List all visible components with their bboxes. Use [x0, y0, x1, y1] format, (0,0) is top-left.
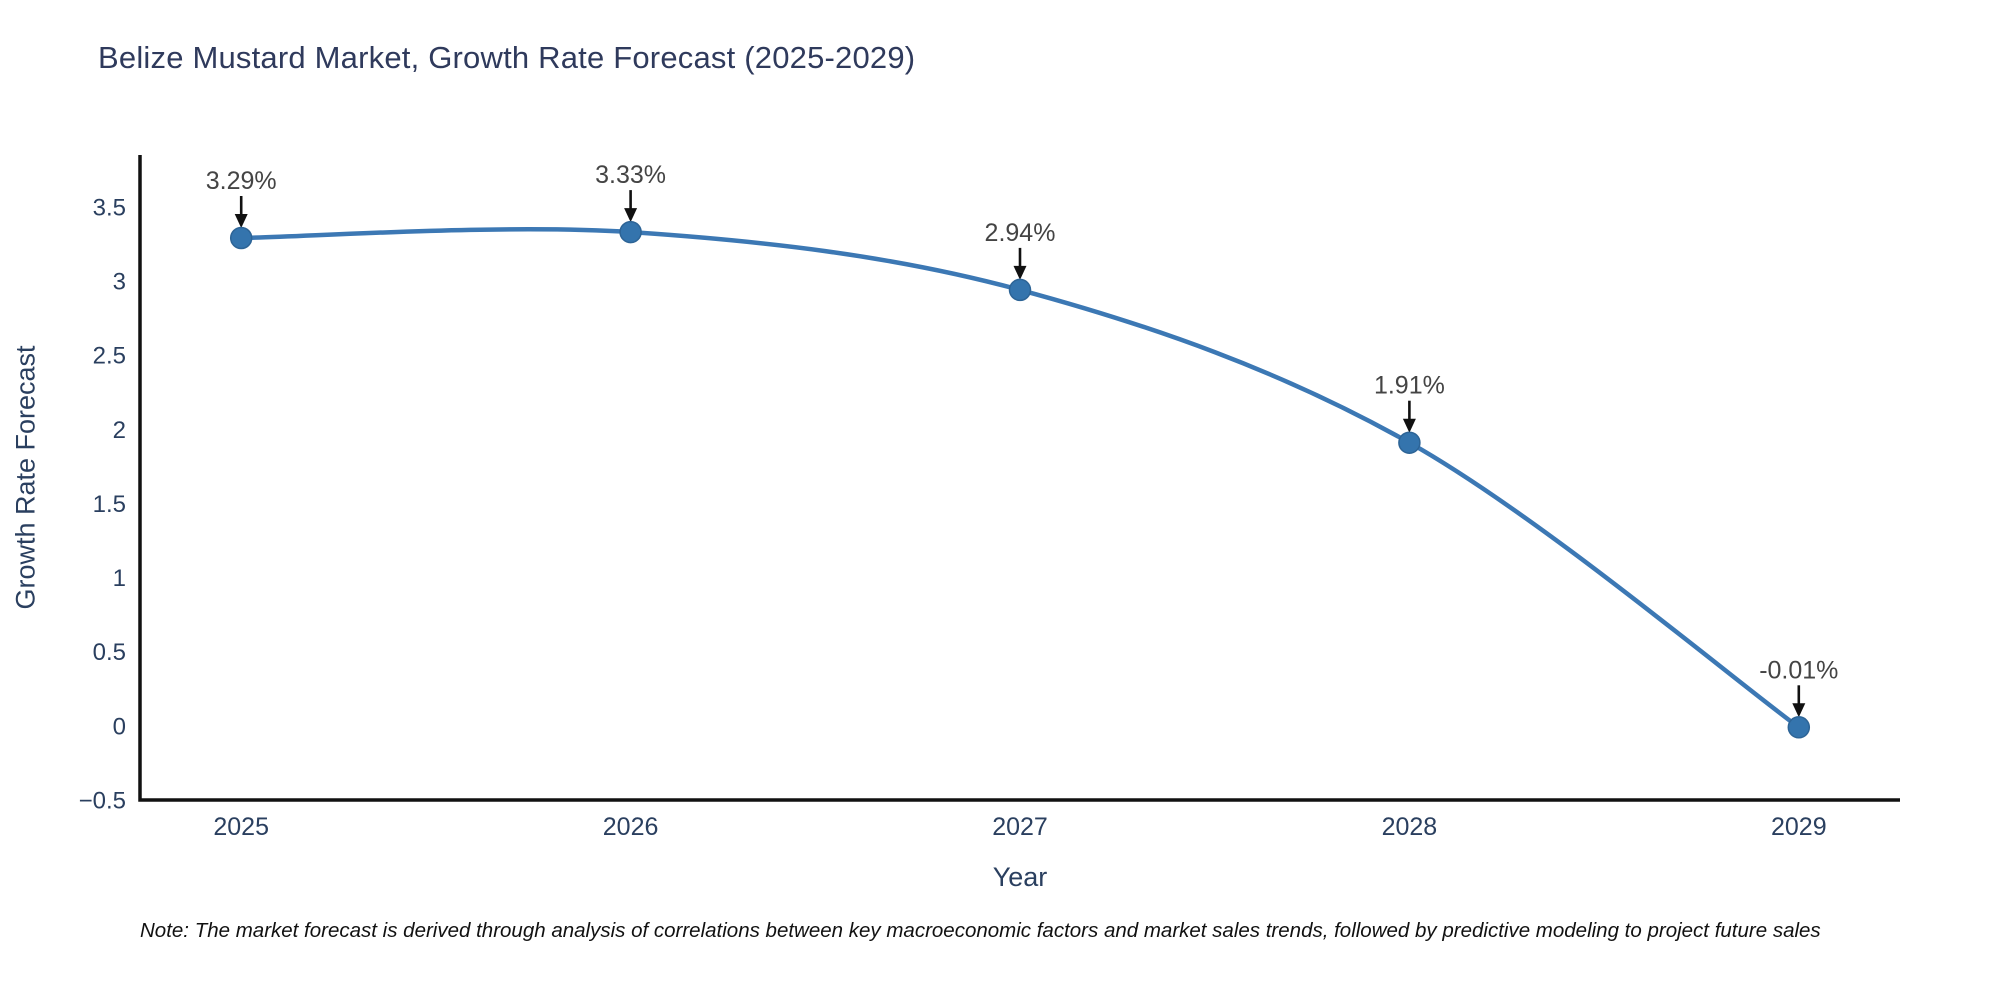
y-tick-label: 2 [113, 417, 126, 444]
point-label: 2.94% [985, 219, 1056, 247]
data-point-2027[interactable] [1008, 278, 1032, 302]
x-axis-title: Year [992, 862, 1048, 892]
annotation-arrowhead [1013, 265, 1027, 280]
x-tick-label: 2027 [992, 813, 1048, 841]
y-tick-label: 0.5 [93, 639, 126, 666]
axis-lines [138, 155, 1900, 802]
x-tick-label: 2029 [1771, 813, 1827, 841]
y-tick-label: 1.5 [93, 491, 126, 518]
footnote: Note: The market forecast is derived thr… [140, 919, 1821, 942]
data-point-2028[interactable] [1398, 431, 1421, 454]
y-tick-label: 2.5 [93, 343, 126, 370]
y-tick-label: 0 [113, 713, 126, 740]
point-label: -0.01% [1759, 656, 1838, 684]
point-label: 3.33% [595, 161, 666, 189]
data-point-2026[interactable] [619, 220, 642, 244]
chart-title: Belize Mustard Market, Growth Rate Forec… [98, 40, 916, 75]
x-tick-label: 2026 [603, 813, 659, 841]
point-label: 1.91% [1374, 372, 1445, 400]
annotation-arrowhead [234, 214, 248, 228]
x-tick-label: 2025 [213, 813, 269, 841]
forecast-line [238, 227, 1802, 730]
y-tick-label: 3 [113, 269, 126, 296]
y-tick-label: 3.5 [93, 194, 126, 221]
data-point-2029[interactable] [1787, 716, 1811, 739]
annotation-arrowhead [624, 208, 638, 223]
point-label: 3.29% [206, 167, 277, 195]
annotation-arrowhead [1402, 418, 1416, 433]
x-tick-label: 2028 [1382, 813, 1438, 841]
data-point-2025[interactable] [229, 226, 253, 250]
annotation-arrowhead [1792, 703, 1806, 718]
y-tick-label: 1 [113, 565, 126, 592]
y-tick-label: −0.5 [79, 788, 126, 815]
